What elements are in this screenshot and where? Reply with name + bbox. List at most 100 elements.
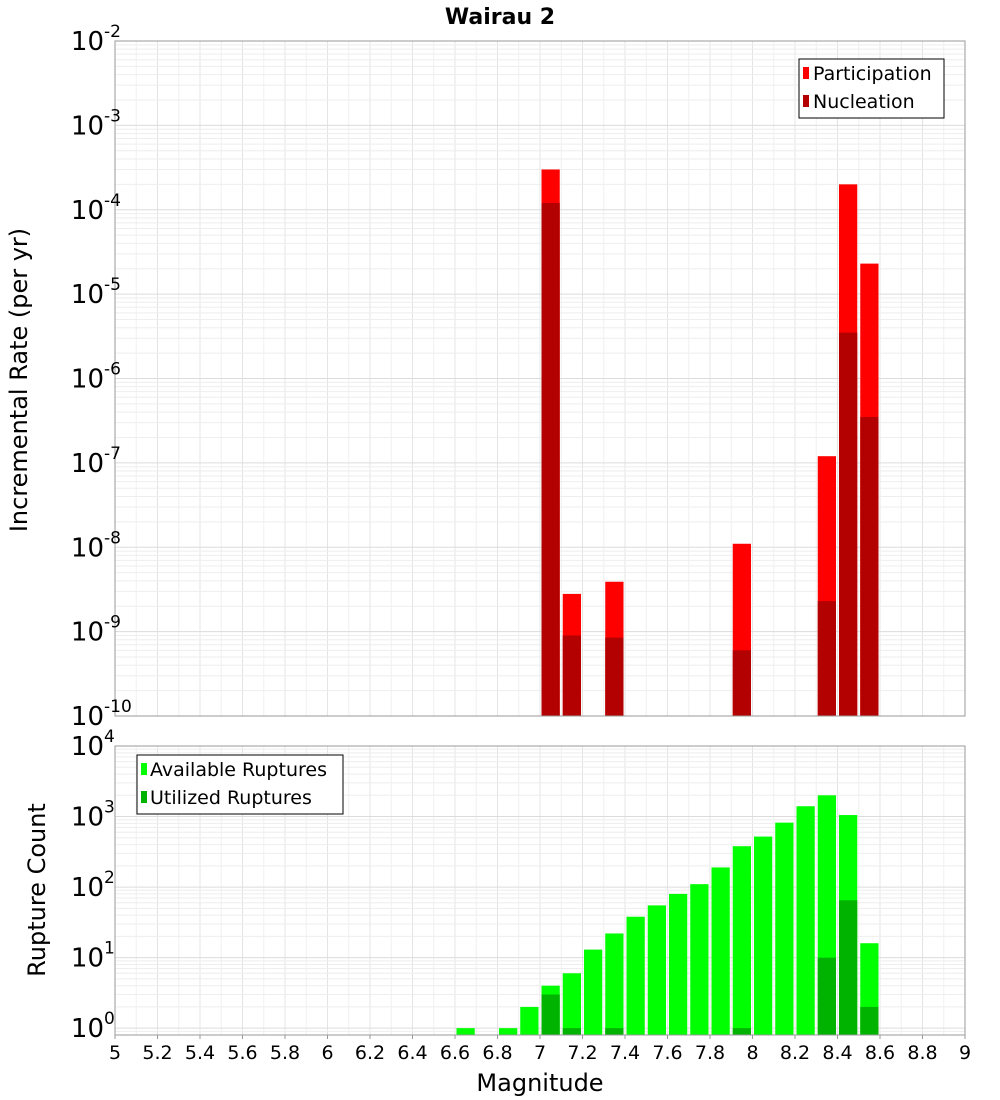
count-y-tick-exponent: 4 [104, 727, 115, 747]
rate-y-tick-label: 10 -2 [71, 22, 121, 57]
utilized-ruptures-bar [732, 1028, 751, 1035]
available-ruptures-bar [605, 933, 624, 1035]
x-tick-label: 8.8 [907, 1042, 937, 1064]
rate-y-tick-label: 10 -7 [71, 444, 121, 479]
count-y-tick-exponent: 3 [104, 798, 115, 818]
available-ruptures-bar [562, 973, 581, 1035]
rate-legend-box [798, 58, 945, 119]
participation-legend-label: Participation [813, 63, 932, 85]
x-tick-label: 6.4 [397, 1042, 427, 1064]
count-y-tick-base: 10 [71, 1014, 104, 1044]
utilized-ruptures-bar [562, 1028, 581, 1035]
count-legend: Available Ruptures Utilized Ruptures [136, 754, 344, 815]
nucleation-bar [541, 203, 560, 716]
rate-y-tick-base: 10 [71, 533, 104, 563]
count-y-tick-exponent: 1 [104, 939, 115, 959]
rate-y-tick-label: 10 -6 [71, 360, 121, 395]
available-ruptures-bar [626, 916, 645, 1035]
x-tick-label: 6.2 [355, 1042, 385, 1064]
count-y-tick-label: 10 0 [71, 1009, 115, 1044]
count-y-tick-label: 10 3 [71, 798, 115, 833]
nucleation-legend-label: Nucleation [813, 91, 915, 113]
available-legend-label: Available Ruptures [150, 759, 327, 781]
x-tick-label: 5.6 [227, 1042, 257, 1064]
x-tick-label: 5.8 [270, 1042, 300, 1064]
available-ruptures-bar [647, 905, 666, 1035]
available-ruptures-bar [690, 884, 709, 1035]
count-bars [456, 795, 879, 1035]
nucleation-bar [732, 650, 751, 716]
nucleation-bar [605, 637, 624, 716]
count-y-tick-base: 10 [71, 732, 104, 762]
rate-gridlines [114, 40, 966, 717]
available-ruptures-bar [520, 1006, 539, 1035]
x-tick-label: 7.8 [695, 1042, 725, 1064]
available-ruptures-bar [754, 836, 773, 1035]
available-ruptures-bar [775, 822, 794, 1035]
available-ruptures-bar [796, 806, 815, 1035]
rate-y-tick-label: 10 -9 [71, 613, 121, 648]
rate-y-tick-label: 10 -5 [71, 275, 121, 310]
count-y-axis-title: Rupture Count [23, 803, 51, 977]
x-tick-label: 8.6 [865, 1042, 895, 1064]
nucleation-bar [839, 332, 858, 716]
rate-y-tick-exponent: -6 [104, 360, 121, 380]
rate-y-tick-label: 10 -10 [71, 697, 132, 732]
rate-y-tick-base: 10 [71, 111, 104, 141]
rate-y-axis-title: Incremental Rate (per yr) [5, 228, 33, 532]
x-tick-label: 7.6 [652, 1042, 682, 1064]
count-legend-box [136, 754, 344, 815]
count-y-tick-label: 10 4 [71, 727, 115, 762]
available-legend-swatch [141, 763, 147, 775]
rate-y-tick-exponent: -8 [104, 528, 121, 548]
rate-y-ticks: 10-210-310-410-510-610-710-810-910-10 [71, 22, 132, 732]
rate-plot-frame [114, 40, 966, 717]
utilized-legend-label: Utilized Ruptures [150, 787, 312, 809]
x-tick-label: 9 [959, 1042, 971, 1064]
rate-y-tick-exponent: -9 [104, 613, 121, 633]
x-axis-title: Magnitude [476, 1069, 603, 1097]
utilized-ruptures-bar [839, 900, 858, 1035]
count-y-tick-label: 10 2 [71, 868, 115, 903]
x-tick-label: 6 [321, 1042, 333, 1064]
rate-y-tick-base: 10 [71, 449, 104, 479]
count-y-tick-exponent: 0 [104, 1009, 115, 1029]
nucleation-bar [562, 635, 581, 716]
nucleation-bar [817, 601, 836, 716]
x-tick-label: 5.2 [142, 1042, 172, 1064]
rate-y-tick-label: 10 -4 [71, 191, 121, 226]
rate-y-tick-base: 10 [71, 280, 104, 310]
rate-y-tick-label: 10 -3 [71, 106, 121, 141]
count-y-tick-label: 10 1 [71, 939, 115, 974]
nucleation-bar [860, 416, 879, 716]
count-y-tick-exponent: 2 [104, 868, 115, 888]
nucleation-legend-swatch [803, 95, 809, 107]
available-ruptures-bar [711, 867, 730, 1035]
rate-y-tick-exponent: -7 [104, 444, 121, 464]
rate-y-tick-base: 10 [71, 702, 104, 732]
utilized-ruptures-bar [605, 1028, 624, 1035]
x-tick-label: 8.4 [822, 1042, 852, 1064]
utilized-legend-swatch [141, 791, 147, 803]
x-tick-label: 8.2 [780, 1042, 810, 1064]
rate-y-tick-exponent: -5 [104, 275, 121, 295]
rate-legend: Participation Nucleation [798, 58, 945, 119]
x-tick-label: 7 [534, 1042, 546, 1064]
count-y-tick-base: 10 [71, 803, 104, 833]
rate-y-tick-base: 10 [71, 196, 104, 226]
utilized-ruptures-bar [541, 994, 560, 1035]
x-tick-label: 7.2 [567, 1042, 597, 1064]
rate-panel: 10-210-310-410-510-610-710-810-910-10 In… [5, 22, 966, 732]
utilized-ruptures-bar [817, 957, 836, 1035]
utilized-ruptures-bar [860, 1006, 879, 1035]
x-tick-label: 5.4 [185, 1042, 215, 1064]
rate-y-tick-exponent: -10 [104, 697, 132, 717]
available-ruptures-bar [456, 1028, 475, 1035]
rate-y-tick-base: 10 [71, 365, 104, 395]
x-tick-label: 6.8 [482, 1042, 512, 1064]
available-ruptures-bar [732, 846, 751, 1035]
rate-y-tick-exponent: -2 [104, 22, 121, 42]
chart-title: Wairau 2 [445, 5, 555, 30]
